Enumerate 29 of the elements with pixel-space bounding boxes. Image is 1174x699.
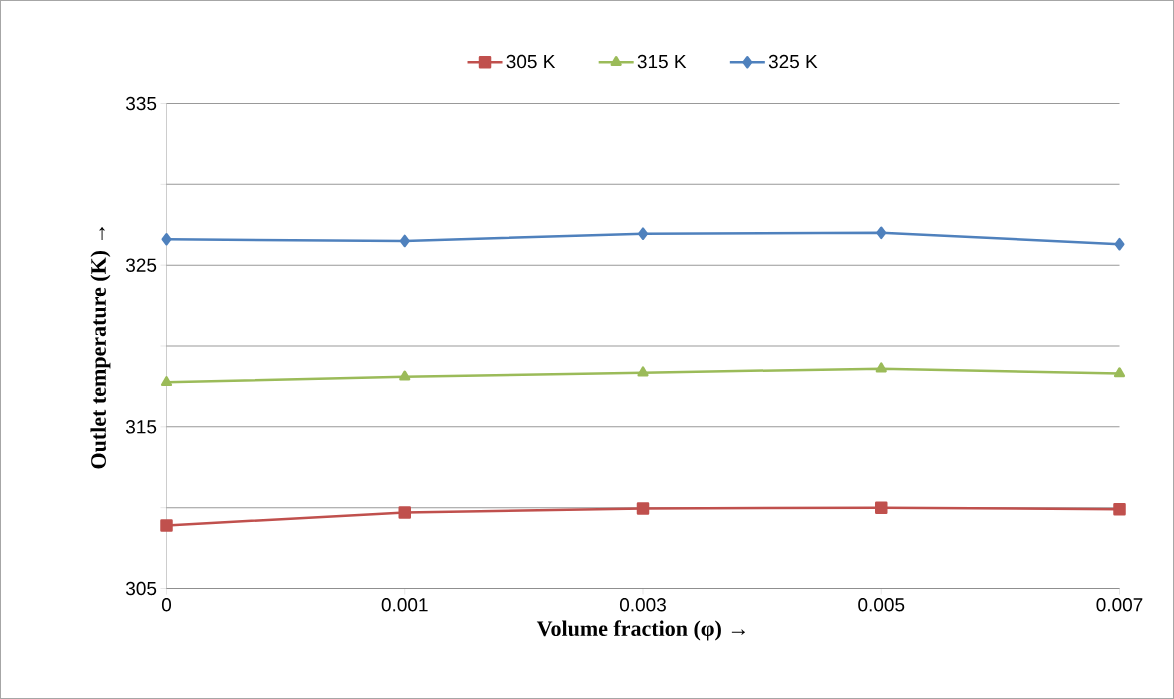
point bbox=[875, 501, 888, 514]
x-axis-title: Volume fraction (φ) → bbox=[536, 620, 745, 641]
y-tick-label: 325 bbox=[125, 258, 157, 272]
y-axis-title: Outlet temperature (K) → bbox=[90, 226, 111, 469]
y-tick-label: 335 bbox=[125, 96, 157, 111]
point bbox=[160, 519, 173, 532]
point bbox=[398, 506, 411, 519]
point bbox=[636, 502, 650, 515]
legend-label: 315 K bbox=[637, 54, 687, 69]
point bbox=[161, 233, 172, 246]
legend-label: 325 K bbox=[768, 54, 818, 69]
point bbox=[160, 376, 173, 387]
x-tick-label: 0.005 bbox=[858, 598, 905, 612]
point bbox=[1113, 503, 1126, 516]
x-tick-label: 0.003 bbox=[619, 598, 666, 612]
y-tick-label: 305 bbox=[125, 581, 157, 596]
point bbox=[638, 227, 648, 240]
point bbox=[876, 226, 887, 240]
x-tick-label: 0.007 bbox=[1096, 598, 1143, 612]
legend-label: 305 K bbox=[506, 54, 556, 69]
point bbox=[1114, 237, 1125, 251]
point bbox=[637, 366, 649, 377]
point bbox=[1113, 367, 1126, 378]
point bbox=[399, 370, 411, 381]
y-tick-label: 315 bbox=[125, 420, 157, 434]
point bbox=[875, 362, 887, 373]
x-tick-label: 0.001 bbox=[381, 598, 428, 612]
x-tick-label: 0 bbox=[161, 598, 172, 612]
point bbox=[399, 234, 410, 248]
